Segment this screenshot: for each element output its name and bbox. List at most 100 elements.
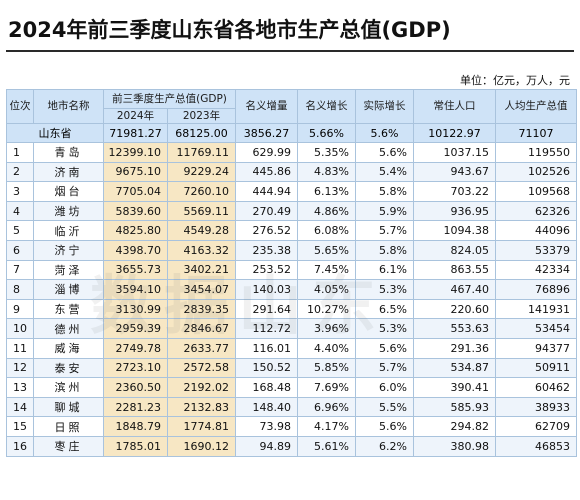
gdp-2023-cell: 2192.02: [167, 377, 236, 398]
header-nominal-increase: 名义增量: [235, 89, 298, 124]
province-population: 10122.97: [413, 123, 496, 143]
gdp-2023-cell: 3402.21: [167, 259, 236, 281]
gdp-2023-cell: 11769.11: [167, 142, 236, 163]
population-cell: 585.93: [413, 396, 496, 418]
nominal-increase-cell: 445.86: [235, 161, 298, 183]
population-cell: 936.95: [413, 200, 496, 222]
per-capita-cell: 53379: [495, 239, 577, 261]
per-capita-cell: 76896: [495, 279, 577, 300]
nominal-growth-cell: 3.96%: [297, 318, 356, 339]
rank-cell: 11: [6, 337, 34, 359]
real-growth-cell: 6.0%: [355, 377, 414, 398]
gdp-2023-cell: 2633.77: [167, 337, 236, 359]
rank-cell: 13: [6, 377, 34, 398]
rank-cell: 7: [6, 259, 34, 281]
table-row: 7 菏泽 3655.73 3402.21 253.52 7.45% 6.1% 863.55 42…: [6, 259, 577, 281]
gdp-2024-cell: 2959.39: [103, 318, 168, 339]
gdp-2024-cell: 3130.99: [103, 298, 168, 320]
gdp-2024-cell: 3594.10: [103, 279, 168, 300]
gdp-2024-cell: 2749.78: [103, 337, 168, 359]
real-growth-cell: 5.7%: [355, 357, 414, 379]
page-title: 2024年前三季度山东省各地市生产总值(GDP): [8, 18, 451, 42]
table-row: 16 枣庄 1785.01 1690.12 94.89 5.61% 6.2% 380.98 46…: [6, 435, 577, 457]
gdp-2024-cell: 1848.79: [103, 416, 168, 437]
city-cell: 聊城: [33, 396, 104, 418]
nominal-increase-cell: 444.94: [235, 181, 298, 202]
unit-note: 单位：亿元，万人，元: [460, 74, 570, 87]
table-row: 12 泰安 2723.10 2572.58 150.52 5.85% 5.7% 534.87 5…: [6, 357, 577, 379]
table-body: 1 青岛 12399.10 11769.11 629.99 5.35% 5.6% 1037.1…: [6, 142, 577, 457]
rank-cell: 1: [6, 142, 34, 163]
per-capita-cell: 119550: [495, 142, 577, 163]
population-cell: 467.40: [413, 279, 496, 300]
gdp-2023-cell: 4163.32: [167, 239, 236, 261]
rank-cell: 3: [6, 181, 34, 202]
real-growth-cell: 5.6%: [355, 142, 414, 163]
nominal-growth-cell: 5.35%: [297, 142, 356, 163]
gdp-2024-cell: 2281.23: [103, 396, 168, 418]
per-capita-cell: 44096: [495, 220, 577, 241]
header-per-capita: 人均生产总值: [495, 89, 577, 124]
gdp-2024-cell: 1785.01: [103, 435, 168, 457]
table-row: 6 济宁 4398.70 4163.32 235.38 5.65% 5.8% 824.05 53…: [6, 239, 577, 261]
nominal-increase-cell: 116.01: [235, 337, 298, 359]
population-cell: 1094.38: [413, 220, 496, 241]
province-row: 山东省 71981.27 68125.00 3856.27 5.66% 5.6%…: [6, 123, 577, 143]
real-growth-cell: 6.5%: [355, 298, 414, 320]
city-cell: 威海: [33, 337, 104, 359]
province-name: 山东省: [6, 123, 104, 143]
gdp-2024-cell: 9675.10: [103, 161, 168, 183]
per-capita-cell: 102526: [495, 161, 577, 183]
nominal-growth-cell: 7.45%: [297, 259, 356, 281]
city-cell: 济南: [33, 161, 104, 183]
rank-cell: 8: [6, 279, 34, 300]
city-cell: 淄博: [33, 279, 104, 300]
nominal-increase-cell: 168.48: [235, 377, 298, 398]
header-rank: 位次: [6, 89, 34, 124]
table-row: 8 淄博 3594.10 3454.07 140.03 4.05% 5.3% 467.40 76…: [6, 279, 577, 300]
gdp-2023-cell: 1690.12: [167, 435, 236, 457]
rank-cell: 5: [6, 220, 34, 241]
per-capita-cell: 62326: [495, 200, 577, 222]
nominal-growth-cell: 6.96%: [297, 396, 356, 418]
real-growth-cell: 5.8%: [355, 239, 414, 261]
province-real-growth: 5.6%: [355, 123, 414, 143]
nominal-growth-cell: 6.08%: [297, 220, 356, 241]
nominal-growth-cell: 5.61%: [297, 435, 356, 457]
population-cell: 1037.15: [413, 142, 496, 163]
per-capita-cell: 141931: [495, 298, 577, 320]
per-capita-cell: 46853: [495, 435, 577, 457]
rank-cell: 16: [6, 435, 34, 457]
nominal-growth-cell: 4.17%: [297, 416, 356, 437]
real-growth-cell: 5.8%: [355, 181, 414, 202]
province-gdp-2024: 71981.27: [103, 123, 168, 143]
real-growth-cell: 6.1%: [355, 259, 414, 281]
rank-cell: 4: [6, 200, 34, 222]
city-cell: 潍坊: [33, 200, 104, 222]
header-population: 常住人口: [413, 89, 496, 124]
nominal-increase-cell: 235.38: [235, 239, 298, 261]
gdp-2023-cell: 9229.24: [167, 161, 236, 183]
population-cell: 294.82: [413, 416, 496, 437]
population-cell: 220.60: [413, 298, 496, 320]
gdp-2023-cell: 2839.35: [167, 298, 236, 320]
real-growth-cell: 5.6%: [355, 337, 414, 359]
per-capita-cell: 60462: [495, 377, 577, 398]
table-row: 2 济南 9675.10 9229.24 445.86 4.83% 5.4% 943.67 10…: [6, 161, 577, 183]
city-cell: 临沂: [33, 220, 104, 241]
nominal-increase-cell: 253.52: [235, 259, 298, 281]
city-cell: 泰安: [33, 357, 104, 379]
rank-cell: 14: [6, 396, 34, 418]
header-gdp-2024: 2024年: [103, 108, 168, 124]
nominal-growth-cell: 7.69%: [297, 377, 356, 398]
rank-cell: 2: [6, 161, 34, 183]
rank-cell: 10: [6, 318, 34, 339]
city-cell: 济宁: [33, 239, 104, 261]
gdp-2024-cell: 4398.70: [103, 239, 168, 261]
table-row: 15 日照 1848.79 1774.81 73.98 4.17% 5.6% 294.82 62…: [6, 416, 577, 437]
real-growth-cell: 5.5%: [355, 396, 414, 418]
gdp-2024-cell: 12399.10: [103, 142, 168, 163]
population-cell: 703.22: [413, 181, 496, 202]
real-growth-cell: 5.9%: [355, 200, 414, 222]
rank-cell: 12: [6, 357, 34, 379]
